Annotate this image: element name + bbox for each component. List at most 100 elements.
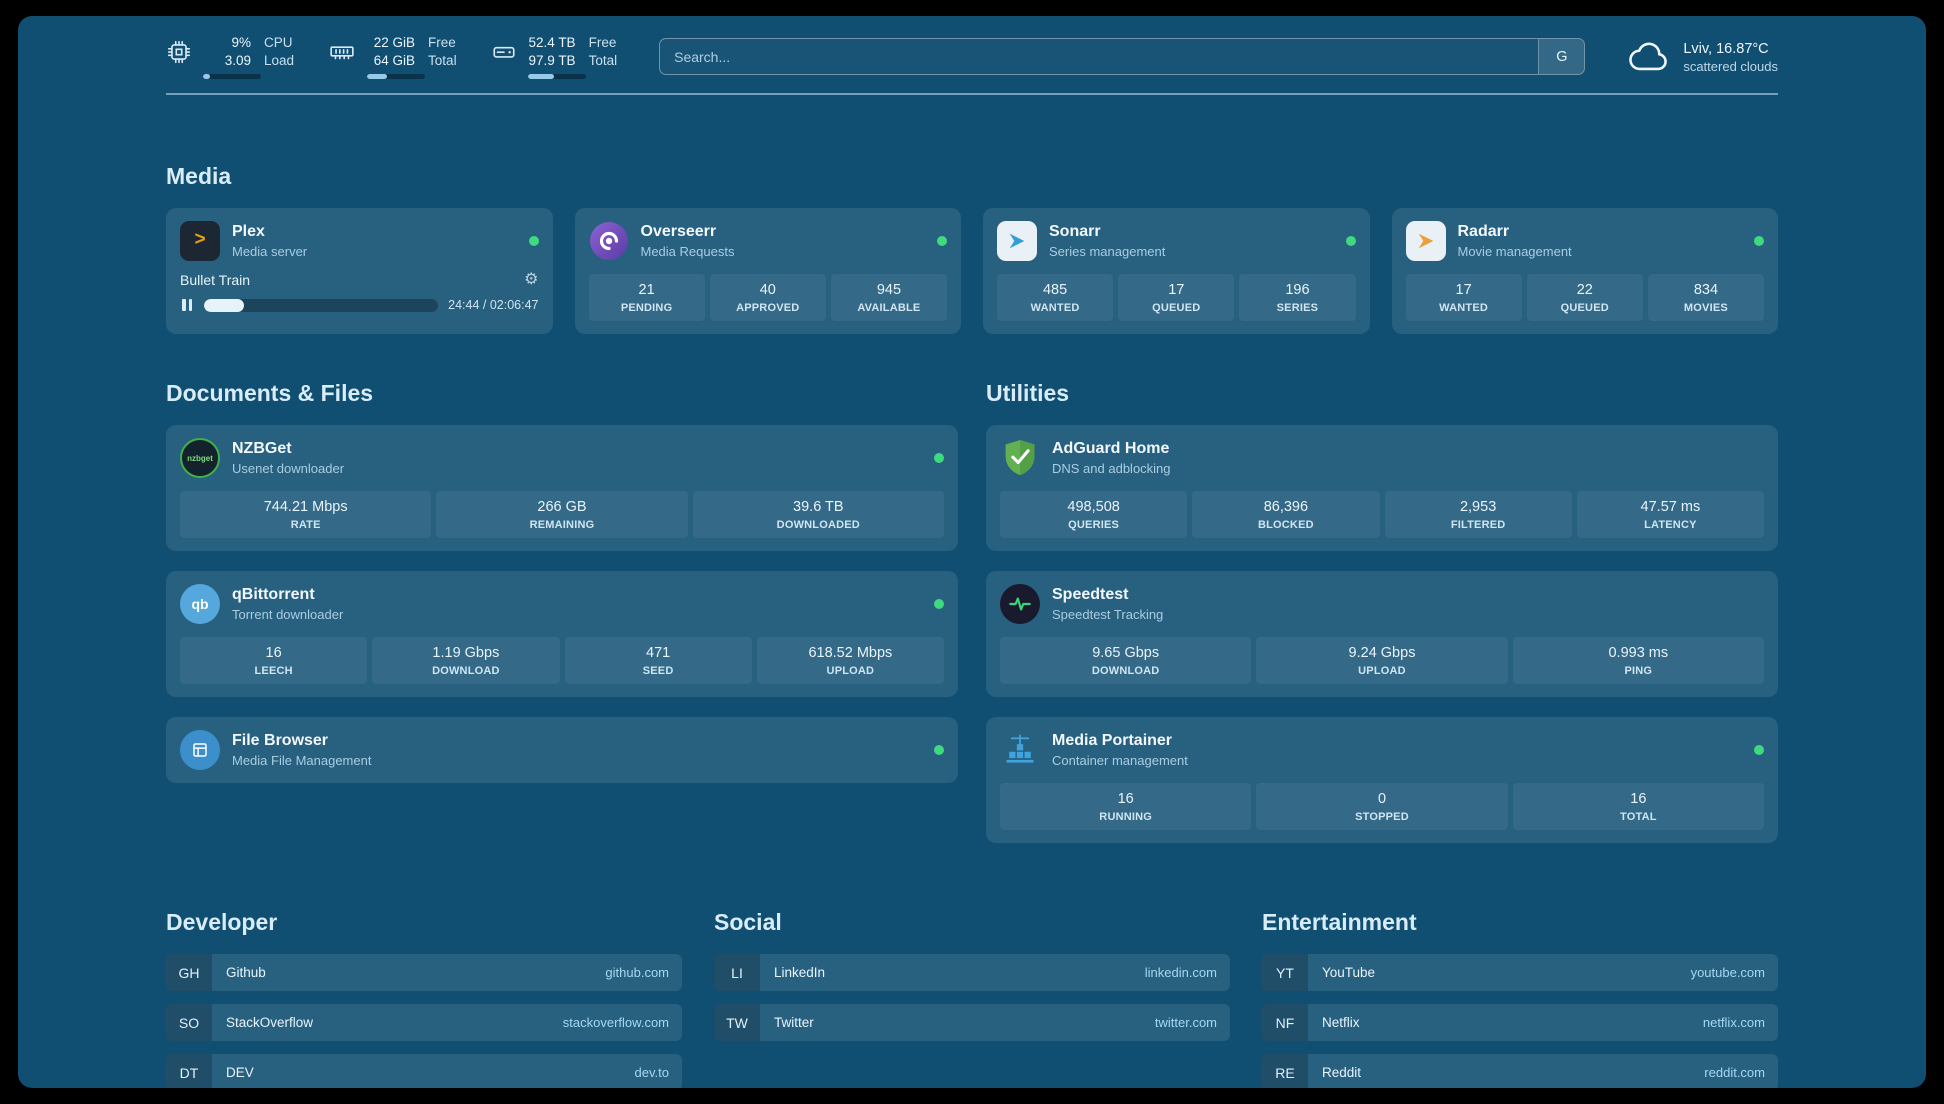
stat-tile: 16 RUNNING [1000, 783, 1252, 830]
bookmark-domain: stackoverflow.com [562, 1015, 669, 1030]
pause-icon[interactable] [180, 297, 194, 313]
service-name: Media Portainer [1052, 732, 1173, 749]
bookmark-abbr: DT [166, 1054, 212, 1088]
stat-tile: 744.21 Mbps RATE [180, 491, 432, 538]
adguard-card[interactable]: AdGuard Home DNS and adblocking 498,508 Q… [986, 425, 1778, 551]
status-dot [528, 236, 539, 246]
radarr-icon [1405, 221, 1446, 261]
bookmark-linkedin[interactable]: LI LinkedIn linkedin.com [714, 954, 1230, 991]
overseerr-card[interactable]: Overseerr Media Requests 21 PENDING 40 APP… [574, 208, 961, 334]
memory-total-label: Total [428, 53, 457, 68]
portainer-card[interactable]: Media Portainer Container management 16 R… [986, 717, 1778, 843]
weather-location: Lviv, 16.87°C [1683, 40, 1769, 57]
memory-progress-fill [367, 74, 387, 79]
sonarr-card[interactable]: Sonarr Series management 485 WANTED 17 QUE… [983, 208, 1370, 334]
status-dot [1754, 236, 1764, 246]
bookmark-name: DEV [226, 1065, 254, 1080]
playback-time: 24:44 / 02:06:47 [448, 298, 539, 312]
status-dot [937, 236, 947, 246]
stat-tile: 21 PENDING [588, 274, 705, 321]
bookmark-domain: linkedin.com [1144, 965, 1217, 980]
service-subtitle: Series management [1049, 244, 1166, 259]
playback-progress-track [204, 298, 439, 312]
media-heading: Media [166, 163, 232, 189]
bookmark-netflix[interactable]: NF Netflix netflix.com [1262, 1004, 1778, 1041]
disk-widget: 52.4 TB 97.9 TB Free Total [491, 34, 618, 79]
developer-heading: Developer [166, 909, 278, 935]
disk-icon [493, 46, 515, 58]
service-name: Plex [232, 223, 265, 240]
bookmark-reddit[interactable]: RE Reddit reddit.com [1262, 1054, 1778, 1088]
filebrowser-card[interactable]: File Browser Media File Management [166, 717, 958, 783]
service-name: Overseerr [640, 223, 717, 240]
dashboard-frame: 9% 3.09 CPU Load 22 GiB [18, 16, 1926, 1088]
service-subtitle: Movie management [1457, 244, 1572, 259]
disk-total-label: Total [588, 53, 618, 68]
service-name: Speedtest [1052, 586, 1129, 603]
bookmark-name: LinkedIn [774, 965, 826, 980]
portainer-crane-icon [1000, 730, 1040, 770]
topbar-divider [166, 93, 1778, 95]
cpu-load-label: Load [264, 53, 295, 68]
speedtest-pulse-icon [1000, 584, 1040, 624]
gear-icon[interactable]: ⚙ [524, 271, 539, 288]
nzbget-card[interactable]: nzbget NZBGet Usenet downloader 744.21 M… [166, 425, 958, 551]
topbar: 9% 3.09 CPU Load 22 GiB [166, 16, 1778, 79]
search-provider-button[interactable]: G [1538, 39, 1585, 74]
bookmark-abbr: RE [1262, 1054, 1308, 1088]
search-bar: G [659, 38, 1586, 75]
bookmark-abbr: YT [1262, 954, 1308, 991]
stat-tile: 16 TOTAL [1512, 783, 1764, 830]
service-subtitle: Usenet downloader [232, 461, 345, 476]
stat-tile: 16 LEECH [180, 637, 368, 684]
stat-tile: 17 QUEUED [1118, 274, 1235, 321]
service-name: qBittorrent [232, 586, 315, 603]
bookmark-domain: dev.to [634, 1065, 669, 1080]
social-heading: Social [714, 909, 782, 935]
middle-columns: Documents & Files nzbget NZBGet Usenet d… [166, 380, 1778, 843]
cpu-load-value: 3.09 [224, 53, 251, 68]
bookmark-domain: reddit.com [1704, 1065, 1765, 1080]
search-input[interactable] [660, 39, 1539, 74]
memory-free-label: Free [428, 35, 456, 50]
bookmark-github[interactable]: GH Github github.com [166, 954, 682, 991]
bookmark-stackoverflow[interactable]: SO StackOverflow stackoverflow.com [166, 1004, 682, 1041]
bookmark-dev[interactable]: DT DEV dev.to [166, 1054, 682, 1088]
speedtest-card[interactable]: Speedtest Speedtest Tracking 9.65 Gbps DO… [986, 571, 1778, 697]
bookmark-youtube[interactable]: YT YouTube youtube.com [1262, 954, 1778, 991]
stat-tile: 9.65 Gbps DOWNLOAD [1000, 637, 1252, 684]
status-dot [934, 453, 944, 463]
weather-widget: Lviv, 16.87°C scattered clouds [1627, 39, 1778, 75]
stat-tile: 0.993 ms PING [1512, 637, 1764, 684]
bookmark-name: YouTube [1322, 965, 1376, 980]
memory-total-value: 64 GiB [373, 53, 416, 68]
service-subtitle: Speedtest Tracking [1052, 607, 1164, 622]
stat-tile: 196 SERIES [1239, 274, 1356, 321]
radarr-card[interactable]: Radarr Movie management 17 WANTED 22 QUEUE… [1391, 208, 1778, 334]
plex-card[interactable]: > Plex Media server Bullet Train ⚙ 24:44… [166, 208, 553, 334]
memory-free-value: 22 GiB [373, 35, 416, 50]
nzbget-icon: nzbget [180, 438, 220, 478]
disk-progress-fill [527, 74, 555, 79]
stat-tile: 22 QUEUED [1526, 274, 1643, 321]
bookmark-abbr: LI [714, 954, 760, 991]
adguard-shield-icon [1000, 438, 1040, 478]
memory-icon [330, 46, 354, 60]
status-dot [1345, 236, 1356, 246]
weather-condition: scattered clouds [1683, 58, 1778, 74]
stat-tile: 834 MOVIES [1647, 274, 1765, 321]
service-name: Radarr [1457, 223, 1510, 240]
disk-free-value: 52.4 TB [528, 35, 576, 50]
disk-free-label: Free [588, 35, 617, 50]
developer-group: Developer GH Github github.com SO StackO… [166, 909, 682, 1088]
qbittorrent-card[interactable]: qb qBittorrent Torrent downloader 16 LEEC… [166, 571, 958, 697]
qbittorrent-icon: qb [180, 584, 220, 624]
stat-tile: 47.57 ms LATENCY [1576, 491, 1764, 538]
bookmark-domain: twitter.com [1154, 1015, 1217, 1030]
stat-tile: 618.52 Mbps UPLOAD [756, 637, 944, 684]
stat-tile: 471 SEED [564, 637, 752, 684]
stat-tile: 40 APPROVED [709, 274, 826, 321]
service-name: AdGuard Home [1052, 440, 1170, 457]
utilities-section: Utilities AdGuard Home [986, 380, 1778, 843]
bookmark-twitter[interactable]: TW Twitter twitter.com [714, 1004, 1230, 1041]
